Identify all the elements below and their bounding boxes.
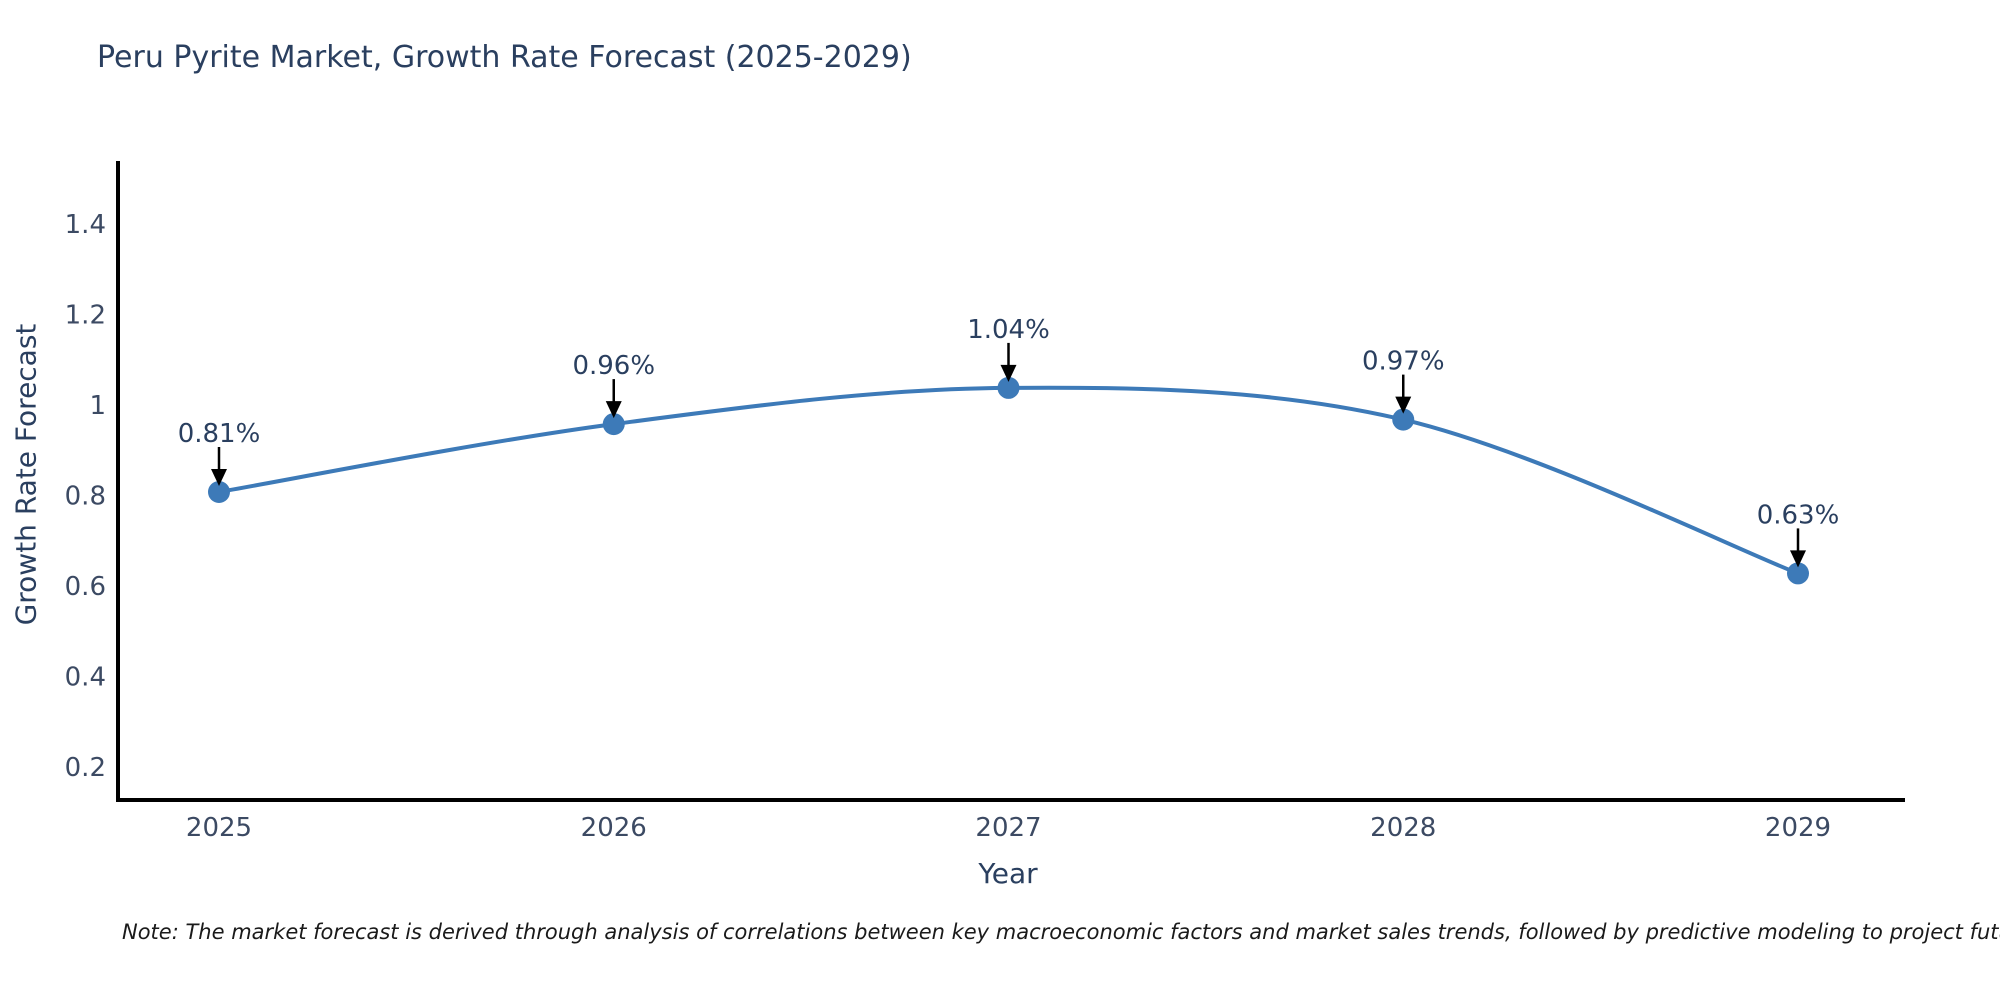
x-axis-title: Year — [978, 857, 1038, 890]
x-axis-tick-label: 2025 — [186, 813, 252, 843]
data-point-2027 — [997, 376, 1020, 399]
annotation-arrowhead-icon — [605, 401, 622, 419]
footnote: Note: The market forecast is derived thr… — [122, 920, 2000, 944]
chart-title: Peru Pyrite Market, Growth Rate Forecast… — [97, 40, 912, 75]
y-axis-tick-label: 1.4 — [65, 210, 106, 240]
data-point-value-label: 0.63% — [1757, 500, 1840, 530]
data-point-value-label: 0.96% — [572, 351, 655, 381]
x-axis-tick-label: 2029 — [1765, 813, 1831, 843]
annotation-arrowhead-icon — [1790, 550, 1806, 568]
data-point-2025 — [208, 481, 230, 503]
data-point-value-label: 0.97% — [1362, 347, 1445, 377]
annotation-arrowhead-icon — [1000, 364, 1017, 382]
y-axis-tick-label: 1 — [89, 391, 106, 421]
y-axis-tick-label: 0.8 — [65, 482, 106, 512]
annotation-arrowhead-icon — [1395, 396, 1412, 414]
forecast-line-series — [217, 385, 1800, 576]
y-axis-tick-label: 0.2 — [65, 753, 106, 783]
data-point-value-label: 1.04% — [967, 315, 1050, 345]
data-point-2026 — [602, 413, 625, 436]
x-axis-tick-label: 2027 — [975, 813, 1041, 843]
data-point-2028 — [1392, 408, 1415, 431]
y-axis-tick-label: 1.2 — [65, 301, 106, 331]
annotation-arrowhead-icon — [211, 469, 227, 486]
x-axis-tick-label: 2026 — [581, 813, 647, 843]
y-axis-title: Growth Rate Forecast — [9, 323, 43, 626]
data-point-2029 — [1787, 562, 1809, 585]
y-axis-tick-label: 0.6 — [65, 572, 106, 602]
x-axis-tick-label: 2028 — [1370, 813, 1436, 843]
y-axis-tick-label: 0.4 — [65, 663, 106, 693]
data-point-value-label: 0.81% — [178, 419, 261, 449]
